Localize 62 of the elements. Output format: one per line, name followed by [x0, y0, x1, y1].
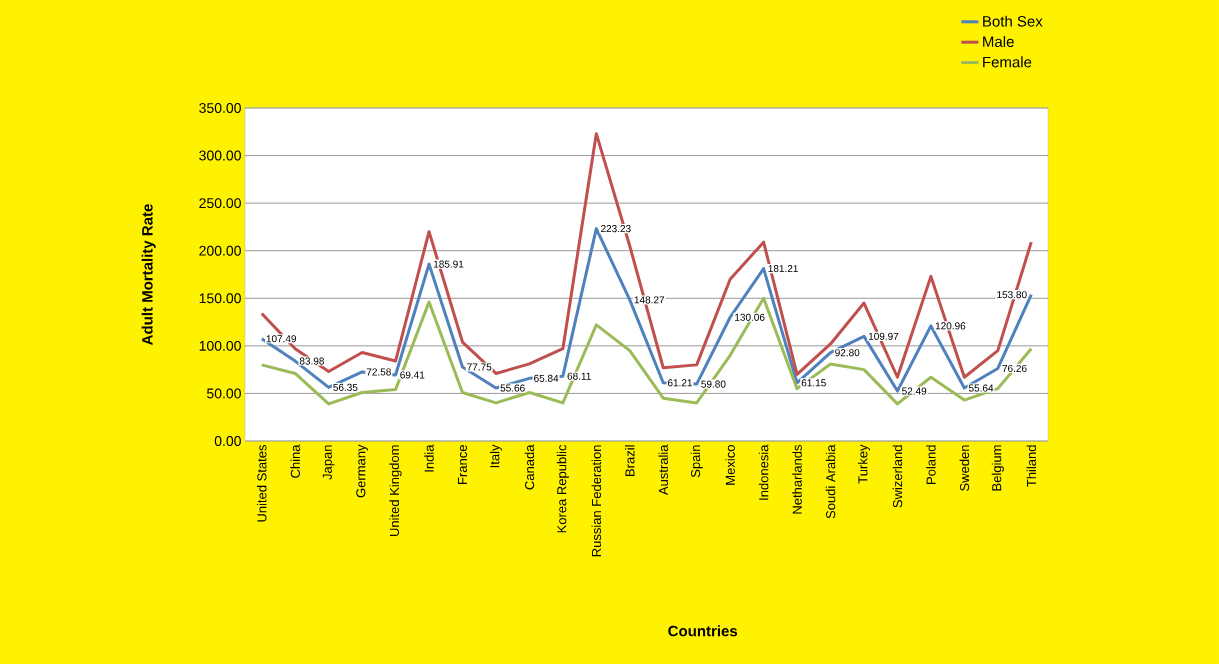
data-label: 148.27: [634, 296, 665, 304]
data-label: 69.41: [400, 371, 425, 379]
y-tick-label: 50.00: [207, 388, 241, 399]
data-label: 55.66: [500, 384, 525, 392]
legend-label: Male: [983, 36, 1014, 48]
x-tick-label: Brazil: [624, 445, 635, 476]
x-tick-label: India: [424, 444, 434, 472]
y-tick-label: 150.00: [199, 293, 241, 304]
y-tick-label: 250.00: [199, 198, 241, 209]
x-tick-label: China: [290, 444, 300, 478]
data-label: 52.49: [902, 387, 927, 395]
y-axis-title: Adult Mortality Rate: [141, 204, 156, 345]
data-label: 185.91: [434, 260, 464, 268]
x-axis-title: Countries: [668, 625, 738, 637]
data-label: 77.75: [467, 363, 492, 371]
line-series: [260, 227, 1033, 393]
x-tick-label: Spain: [690, 445, 703, 478]
data-label: 153.80: [997, 291, 1027, 299]
x-tick-label: Russian Federation: [591, 445, 602, 557]
data-label: 68.11: [567, 372, 591, 380]
data-label: 107.49: [266, 335, 297, 343]
data-label: 120.96: [935, 322, 966, 330]
x-tick-label: Germany: [356, 444, 368, 498]
y-tick-label: 350.00: [199, 103, 241, 113]
data-label: 223.23: [601, 225, 631, 233]
data-label: 65.84: [534, 374, 559, 382]
x-tick-label: Japan: [322, 445, 335, 480]
x-tick-label: Thiland: [1026, 445, 1037, 487]
x-tick-label: Swizerland: [892, 445, 903, 508]
x-tick-label: Poland: [926, 445, 936, 484]
data-label: 56.35: [333, 383, 358, 391]
x-tick-label: France: [457, 445, 468, 484]
y-tick-label: 100.00: [199, 340, 241, 351]
data-label: 61.15: [801, 379, 826, 387]
x-tick-label: Australia: [658, 444, 668, 496]
y-tick-label: 0.00: [214, 436, 241, 446]
data-label: 83.98: [299, 357, 324, 365]
data-label: 181.21: [768, 265, 798, 273]
x-tick-label: Mexico: [725, 445, 735, 485]
x-tick-label: Italy: [489, 444, 502, 468]
x-tick-label: Sweden: [959, 445, 970, 491]
x-tick-label: Indonesia: [758, 444, 769, 500]
data-label: 72.58: [366, 368, 391, 376]
data-label: 92.80: [835, 349, 860, 357]
x-tick-label: Canada: [524, 444, 535, 490]
y-tick-label: 300.00: [199, 150, 241, 161]
x-tick-label: Turkey: [857, 444, 871, 484]
x-tick-label: United Kingdom: [389, 445, 402, 537]
legend-label: Female: [983, 56, 1032, 68]
x-tick-label: United States: [256, 445, 267, 522]
data-label: 61.21: [667, 379, 692, 387]
x-tick-label: Korea Republic: [556, 444, 569, 533]
data-label: 109.97: [868, 332, 899, 340]
data-label: 130.06: [735, 313, 765, 321]
data-label: 55.64: [968, 384, 994, 392]
x-tick-label: Soudi Arabia: [825, 444, 836, 519]
legend-label: Both Sex: [983, 15, 1043, 27]
x-tick-label: Belgium: [991, 445, 1004, 491]
y-tick-label: 200.00: [199, 245, 241, 256]
data-label: 59.80: [701, 380, 726, 388]
x-tick-label: Netharlands: [792, 445, 802, 514]
data-label: 76.26: [1002, 364, 1027, 372]
